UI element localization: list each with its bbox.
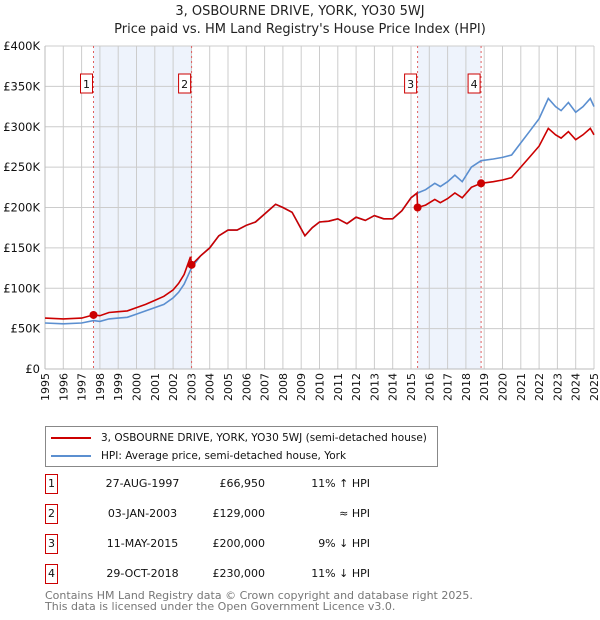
legend-label-hpi: HPI: Average price, semi-detached house,… <box>101 450 347 462</box>
y-tick-label: £350K <box>3 79 40 93</box>
footer-line-1: Contains HM Land Registry data © Crown c… <box>45 589 473 602</box>
x-tick-label: 2000 <box>131 373 144 401</box>
x-tick-label: 2015 <box>405 373 418 401</box>
sale-hpi-comparison: ≈ HPI <box>339 507 370 520</box>
x-tick-label: 2013 <box>368 373 381 401</box>
sale-label-box <box>467 73 481 94</box>
x-tick-label: 2008 <box>277 373 290 401</box>
x-tick-label: 2005 <box>222 373 235 401</box>
sale-label-number: 1 <box>83 78 90 91</box>
x-tick-label: 2023 <box>551 373 564 401</box>
sale-date: 03-JAN-2003 <box>107 507 178 520</box>
sale-date: 29-OCT-2018 <box>106 567 179 580</box>
x-tick-label: 2002 <box>167 373 180 401</box>
legend-swatch-hpi <box>51 455 91 457</box>
footer-line-2: This data is licensed under the Open Gov… <box>45 600 396 613</box>
x-tick-label: 2017 <box>442 373 455 401</box>
x-tick-label: 2021 <box>515 373 528 401</box>
plot-area: 1995 1996 1997 1998 1999 2000 2001 2002 2003 2004… <box>3 39 600 401</box>
y-tick-label: £400K <box>3 39 40 53</box>
x-tick-label: 2024 <box>570 373 583 401</box>
sale-number-badge: 1 <box>45 474 58 494</box>
price-paid-line <box>44 127 595 320</box>
y-tick-label: £300K <box>3 120 40 134</box>
x-tick-label: 2009 <box>295 373 308 401</box>
legend: 3, OSBOURNE DRIVE, YORK, YO30 5WJ (semi-… <box>45 426 438 467</box>
sale-label-box <box>178 73 192 94</box>
sale-label-box <box>404 73 418 94</box>
x-tick-label: 2006 <box>240 373 253 401</box>
y-tick-label: £150K <box>3 241 40 255</box>
sale-price: £66,950 <box>219 477 266 490</box>
sale-label-number: 4 <box>471 78 478 91</box>
x-tick-label: 2016 <box>423 373 436 401</box>
sale-date: 27-AUG-1997 <box>105 477 180 490</box>
sale-label-box <box>79 73 93 94</box>
sale-hpi-comparison: 9% ↓ HPI <box>318 537 370 550</box>
sale-point <box>413 203 422 212</box>
x-tick-label: 2022 <box>533 373 546 401</box>
y-tick-label: £50K <box>11 322 41 336</box>
sale-price: £129,000 <box>212 507 266 520</box>
x-tick-label: 2011 <box>332 373 345 401</box>
sale-price: £200,000 <box>212 537 266 550</box>
x-tick-label: 2007 <box>259 373 272 401</box>
sale-number-badge: 3 <box>45 534 58 554</box>
x-tick-label: 2014 <box>387 373 400 401</box>
chart-title: 3, OSBOURNE DRIVE, YORK, YO30 5WJ <box>175 4 425 19</box>
legend-label-price: 3, OSBOURNE DRIVE, YORK, YO30 5WJ (semi-… <box>101 432 427 444</box>
x-tick-label: 2019 <box>478 373 491 401</box>
sale-row: 4 29-OCT-2018 £230,000 11% ↓ HPI <box>45 564 385 586</box>
sale-row: 3 11-MAY-2015 £200,000 9% ↓ HPI <box>45 534 385 556</box>
x-tick-label: 1999 <box>112 373 125 401</box>
sale-label-number: 3 <box>407 78 414 91</box>
x-tick-label: 2001 <box>149 373 162 401</box>
sale-hpi-comparison: 11% ↓ HPI <box>311 567 370 580</box>
x-tick-label: 2025 <box>588 373 600 401</box>
legend-item-price: 3, OSBOURNE DRIVE, YORK, YO30 5WJ (semi-… <box>51 430 427 446</box>
sale-point <box>477 179 486 188</box>
sale-number-badge: 4 <box>45 564 58 584</box>
sale-price: £230,000 <box>212 567 266 580</box>
x-tick-label: 1995 <box>39 373 52 401</box>
sale-hpi-comparison: 11% ↑ HPI <box>311 477 370 490</box>
sale-row: 2 03-JAN-2003 £129,000 ≈ HPI <box>45 504 385 526</box>
x-tick-label: 1996 <box>57 373 70 401</box>
sale-date: 11-MAY-2015 <box>106 537 179 550</box>
y-tick-label: £200K <box>3 201 40 215</box>
x-tick-label: 2004 <box>204 373 217 401</box>
chart-subtitle: Price paid vs. HM Land Registry's House … <box>114 22 486 37</box>
legend-item-hpi: HPI: Average price, semi-detached house,… <box>51 448 346 464</box>
legend-swatch-price <box>51 437 91 439</box>
x-tick-label: 2012 <box>350 373 363 401</box>
x-tick-label: 2018 <box>460 373 473 401</box>
sale-row: 1 27-AUG-1997 £66,950 11% ↑ HPI <box>45 474 385 496</box>
x-tick-label: 1998 <box>94 373 107 401</box>
sale-point <box>89 310 98 319</box>
y-tick-label: £100K <box>3 281 40 295</box>
x-tick-label: 2003 <box>185 373 198 401</box>
sale-point <box>187 260 196 269</box>
x-tick-label: 2010 <box>314 373 327 401</box>
y-tick-label: £250K <box>3 160 40 174</box>
sale-number-badge: 2 <box>45 504 58 524</box>
sale-label-number: 2 <box>181 78 188 91</box>
x-tick-label: 1997 <box>76 373 89 401</box>
y-tick-label: £0 <box>25 362 40 376</box>
x-tick-label: 2020 <box>497 373 510 401</box>
